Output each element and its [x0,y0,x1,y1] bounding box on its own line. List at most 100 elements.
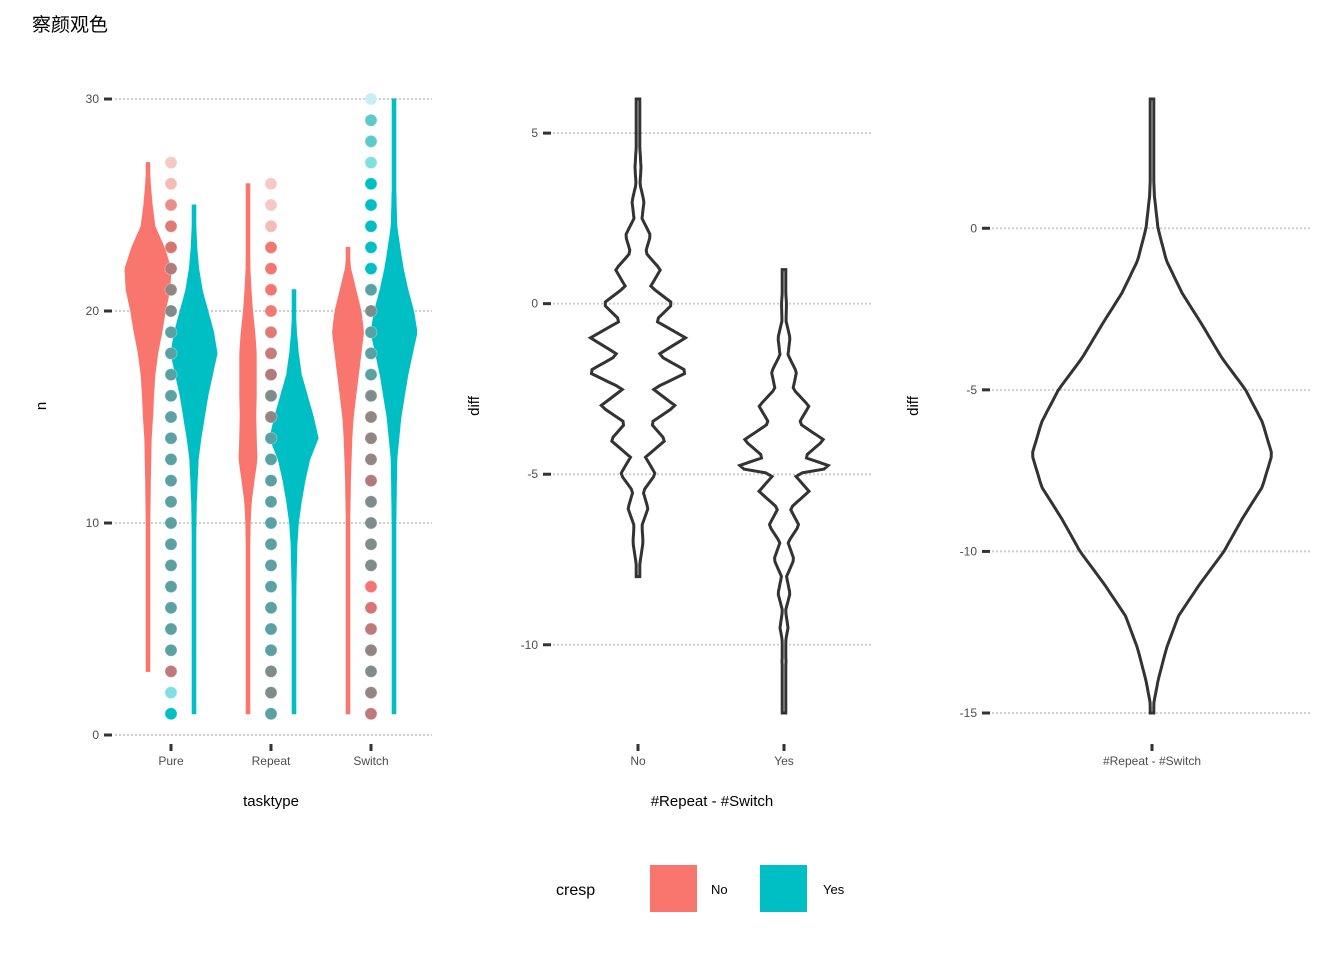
p2-y-tick-label: -5 [527,467,538,481]
dot-repeat-7 [264,580,278,594]
dot-pure-9 [164,537,178,551]
dot-pure-24 [164,219,178,233]
dot-pure-4 [164,643,178,657]
dot-repeat-17 [264,368,278,382]
p2-y-tick-label: 5 [531,126,538,140]
violin-repeat-no [238,183,258,715]
dot-repeat-20 [264,304,278,318]
dot-repeat-18 [264,346,278,360]
dot-switch-3 [364,664,378,678]
violin-overall [1031,97,1273,715]
dot-repeat-2 [264,686,278,700]
dot-pure-18 [164,346,178,360]
dot-repeat-16 [264,389,278,403]
dot-switch-2 [364,686,378,700]
dot-switch-17 [364,368,378,382]
dot-pure-26 [164,177,178,191]
dot-pure-1 [164,707,178,721]
legend-swatch-no [650,865,697,912]
dot-repeat-22 [264,262,278,276]
dot-pure-12 [164,474,178,488]
legend-swatch-yes [760,865,807,912]
p1-x-axis-title: tasktype [243,793,299,810]
dot-switch-25 [364,198,378,212]
violin-pure-no [124,162,172,672]
dot-repeat-1 [264,707,278,721]
panel-diff-by-cresp: 5 0 -5 -10 No Yes #Repeat - #Switch diff [466,97,872,810]
dot-switch-14 [364,431,378,445]
p3-y-tick-label: -5 [966,383,977,397]
dot-pure-19 [164,325,178,339]
dot-switch-11 [364,495,378,509]
dot-pure-17 [164,368,178,382]
dot-repeat-19 [264,325,278,339]
p1-x-tick-label: Switch [353,754,388,768]
dot-repeat-3 [264,664,278,678]
dot-switch-12 [364,474,378,488]
p1-y-tick-label: 0 [92,728,99,742]
dot-repeat-6 [264,601,278,615]
p3-y-tick-label: 0 [970,221,977,235]
violin-repeat-yes [269,289,319,715]
panel-diff-overall: 0 -5 -10 -15 #Repeat - #Switch diff [905,97,1310,768]
dot-repeat-25 [264,198,278,212]
dot-switch-8 [364,558,378,572]
dot-switch-21 [364,283,378,297]
dot-switch-10 [364,516,378,530]
dot-pure-2 [164,686,178,700]
p2-y-axis-title: diff [466,395,483,416]
dot-pure-5 [164,622,178,636]
dot-switch-29 [364,113,378,127]
dot-switch-9 [364,537,378,551]
dot-switch-27 [364,156,378,170]
dot-repeat-11 [264,495,278,509]
p3-y-tick-label: -10 [960,544,978,558]
dot-switch-28 [364,134,378,148]
p2-x-tick-label: Yes [774,754,794,768]
dot-switch-20 [364,304,378,318]
dot-repeat-12 [264,474,278,488]
dot-switch-1 [364,707,378,721]
dot-pure-20 [164,304,178,318]
dot-pure-8 [164,558,178,572]
dot-repeat-9 [264,537,278,551]
dot-switch-26 [364,177,378,191]
dot-repeat-10 [264,516,278,530]
dot-pure-11 [164,495,178,509]
dot-repeat-14 [264,431,278,445]
p3-x-tick-label: #Repeat - #Switch [1103,754,1201,768]
p2-x-axis-title: #Repeat - #Switch [651,793,774,810]
dot-pure-15 [164,410,178,424]
dot-pure-6 [164,601,178,615]
p3-y-tick-label: -15 [960,706,978,720]
p1-x-tick-label: Repeat [252,754,291,768]
dot-switch-22 [364,262,378,276]
legend-label-no: No [711,882,728,897]
dot-switch-30 [364,92,378,106]
dot-pure-10 [164,516,178,530]
dot-pure-16 [164,389,178,403]
legend-title: cresp [556,882,595,899]
dot-pure-23 [164,240,178,254]
violin-pure-yes [170,204,218,715]
dot-switch-6 [364,601,378,615]
dot-pure-14 [164,431,178,445]
dot-switch-18 [364,346,378,360]
dot-pure-22 [164,262,178,276]
page-title: 察颜观色 [32,14,109,36]
p1-y-axis-title: n [33,402,50,410]
dot-repeat-26 [264,177,278,191]
dot-switch-13 [364,452,378,466]
dot-repeat-8 [264,558,278,572]
p1-y-tick-label: 20 [86,304,100,318]
dot-switch-19 [364,325,378,339]
dot-switch-24 [364,219,378,233]
legend: cresp No Yes [556,865,845,912]
violin-switch-yes [370,98,418,715]
dot-pure-25 [164,198,178,212]
dot-repeat-23 [264,240,278,254]
dot-pure-3 [164,664,178,678]
dot-repeat-5 [264,622,278,636]
dot-repeat-21 [264,283,278,297]
